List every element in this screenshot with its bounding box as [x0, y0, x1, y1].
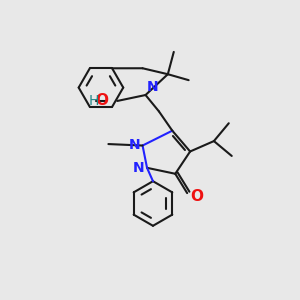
Text: O: O [191, 189, 204, 204]
Text: N: N [147, 80, 159, 94]
Text: O: O [95, 94, 108, 109]
Text: N: N [129, 138, 140, 152]
Text: N: N [133, 161, 145, 176]
Text: H: H [88, 94, 99, 108]
